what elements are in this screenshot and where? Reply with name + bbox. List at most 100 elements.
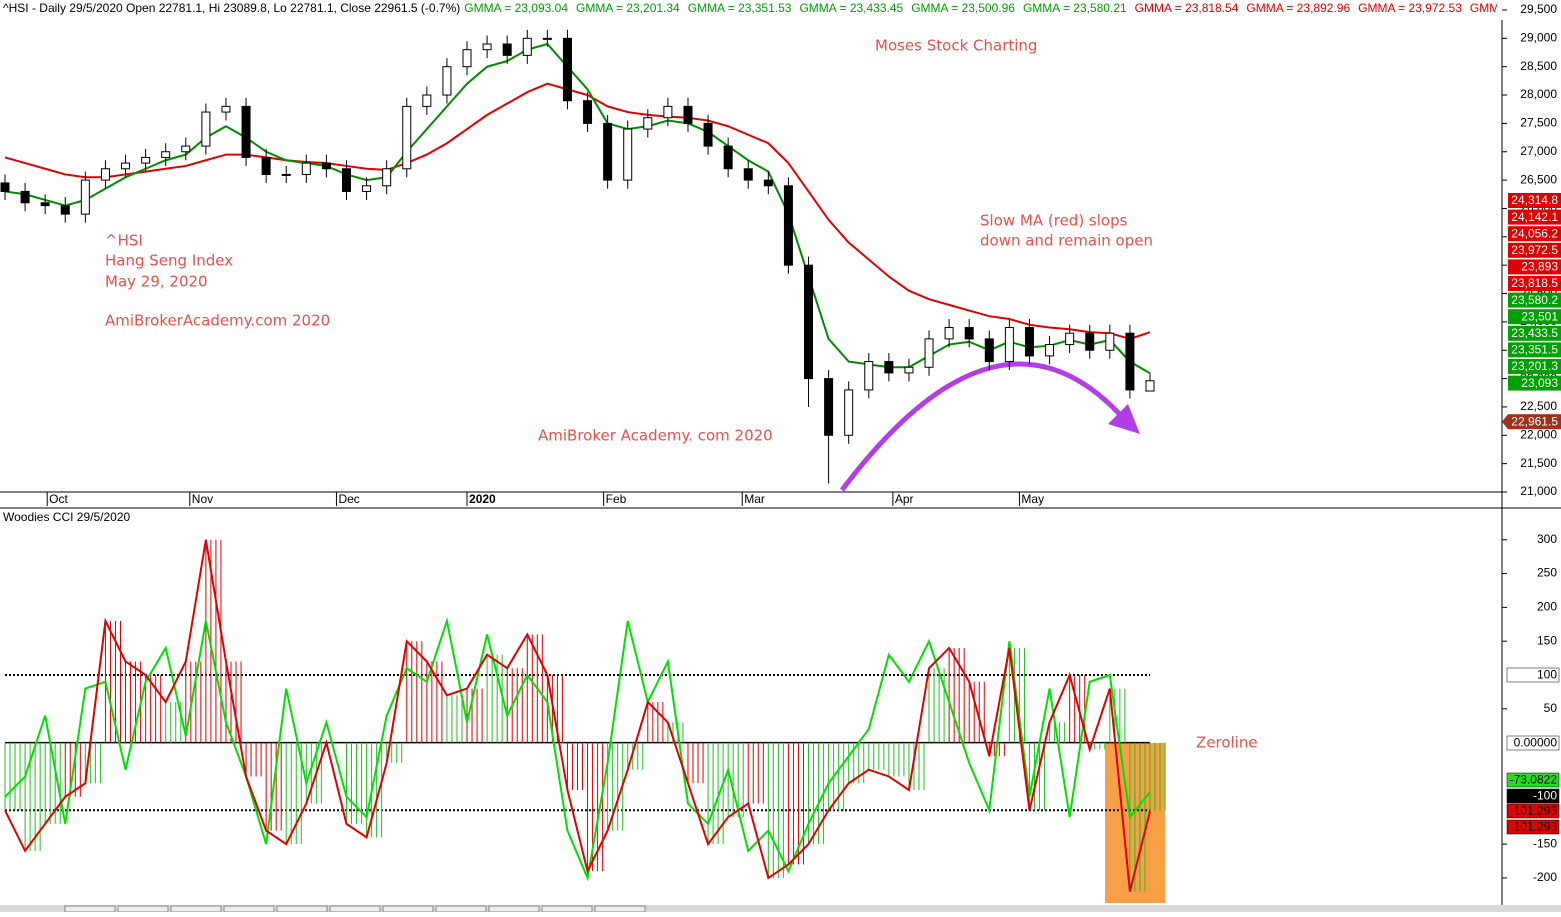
x-tick-label: Nov [192, 492, 213, 506]
price-box [1508, 242, 1561, 258]
candle-body [261, 156, 271, 175]
cci-line [4, 539, 1151, 892]
y-tick-label: 29,500 [1520, 2, 1557, 16]
x-tick-label: Dec [338, 492, 359, 506]
candle-body [1004, 327, 1014, 363]
y-tick-label: 21,000 [1520, 484, 1557, 498]
tab [276, 905, 328, 913]
legend-entry: GMMA = 23,433.45 [799, 1, 903, 15]
annotation: May 29, 2020 [105, 273, 208, 291]
tab [435, 905, 487, 913]
candle-body [1105, 332, 1115, 351]
price-box-label: 23,201.3 [1511, 359, 1558, 373]
annotation: AmiBrokerAcademy.com 2020 [105, 312, 330, 330]
price-box-label: 23,818.5 [1511, 276, 1558, 290]
value-box-label: 0.00000 [1514, 736, 1558, 750]
price-box-label: 23,893 [1521, 260, 1558, 274]
gmma-line [4, 82, 1151, 340]
candle-body [944, 327, 954, 340]
candle-body [1125, 332, 1135, 391]
candle-body [1065, 332, 1075, 346]
x-tick-label: Oct [49, 492, 68, 506]
annotation: Zeroline [1196, 734, 1258, 752]
tab [329, 905, 381, 913]
price-box [1508, 375, 1561, 391]
candle-body [522, 37, 532, 56]
value-box-label: 100 [1537, 668, 1557, 682]
tab [223, 905, 275, 913]
candle-body [321, 162, 331, 170]
annotation: ^HSI [105, 232, 143, 250]
candle-body [743, 168, 753, 181]
value-box-label: -73.0822 [1510, 773, 1558, 787]
candle-body [1045, 344, 1055, 357]
candle-body [482, 43, 492, 51]
cci-line [4, 616, 1151, 882]
candle-body [141, 156, 151, 164]
price-box [1508, 342, 1561, 358]
price-box-label: 23,580.2 [1511, 293, 1558, 307]
legend-entry: GMMA = 23,818.54 [1135, 1, 1239, 15]
y-tick-label: 22,500 [1520, 399, 1557, 413]
candle-body [161, 151, 171, 158]
tab [64, 905, 116, 913]
arrow-head [1108, 404, 1140, 434]
candle-body [100, 168, 110, 181]
value-box-label: -101.293 [1510, 804, 1558, 818]
candle-body [241, 105, 251, 158]
tab [541, 905, 593, 913]
y-tick-label: -150 [1533, 836, 1557, 850]
price-box-label: 24,142.1 [1511, 210, 1558, 224]
price-box [1508, 414, 1561, 430]
y-tick-label: 21,500 [1520, 456, 1557, 470]
candle-body [562, 37, 572, 102]
candle-body [281, 173, 291, 176]
value-box-label: -101.293 [1510, 820, 1558, 834]
value-box [1506, 788, 1560, 804]
chart-title: Woodies CCI 29/5/2020 [3, 510, 131, 524]
candle-body [1145, 380, 1155, 392]
y-tick-label: 250 [1537, 566, 1557, 580]
tab [170, 905, 222, 913]
annotation: Moses Stock Charting [875, 37, 1037, 55]
x-tick-label: Feb [606, 492, 627, 506]
y-tick-label: 28,500 [1520, 59, 1557, 73]
legend-entry: GMMA = 23,500.96 [911, 1, 1015, 15]
candle-body [301, 162, 311, 175]
legend-entry: GMMA = 23,093.04 [464, 1, 568, 15]
legend-entry: GMMA = 23,892.96 [1246, 1, 1350, 15]
candle-body [341, 168, 351, 192]
title-mask [1497, 0, 1561, 20]
candle-body [964, 327, 974, 340]
price-box-label: 23,501 [1521, 309, 1558, 323]
candle-body [984, 338, 994, 363]
candle-body [40, 202, 50, 207]
price-box [1508, 276, 1561, 291]
value-box-label: -100 [1533, 789, 1557, 803]
candle-body [824, 378, 834, 436]
price-box-label: 24,314.8 [1511, 193, 1558, 207]
legend-entry: GMMA = 23,201.34 [576, 1, 680, 15]
candle-body [683, 105, 693, 124]
value-box [1506, 667, 1560, 683]
candle-body [542, 37, 552, 40]
candle-body [723, 145, 733, 170]
legend-entry: GMMA = 23,972.53 [1358, 1, 1462, 15]
price-box [1508, 292, 1561, 308]
y-tick-label: -200 [1533, 870, 1557, 884]
candle-body [462, 49, 472, 68]
y-tick-label: 22,000 [1520, 427, 1557, 441]
candle-body [844, 389, 854, 436]
y-tick-label: 28,000 [1520, 87, 1557, 101]
gmma-line [4, 42, 1151, 375]
candle-body [583, 100, 593, 124]
candle-body [20, 190, 30, 204]
price-box [1508, 309, 1561, 325]
candle-body [623, 128, 633, 181]
sheet-tabs [0, 905, 1561, 912]
price-box [1508, 209, 1561, 225]
candle-body [864, 361, 874, 391]
